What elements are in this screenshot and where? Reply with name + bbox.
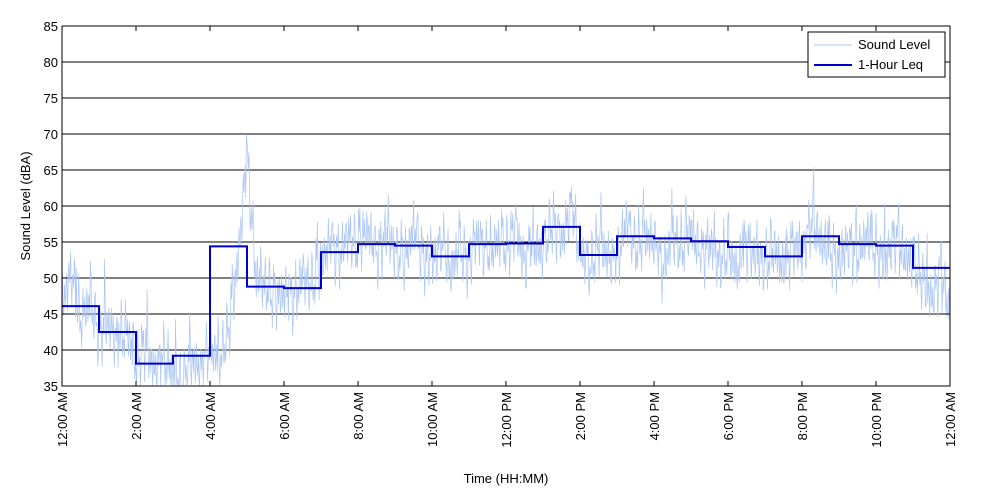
y-axis: 35 40 45 50 55 60 65 70 75 80 85: [44, 19, 950, 394]
series-1-hour-leq-line: [62, 225, 950, 365]
y-tick-label: 35: [44, 379, 58, 394]
y-tick-label: 85: [44, 19, 58, 34]
x-tick-label: 12:00 AM: [55, 392, 70, 447]
y-tick-label: 70: [44, 127, 58, 142]
x-tick-label: 2:00 AM: [129, 392, 144, 440]
legend-entry-1-hour-leq: 1-Hour Leq: [858, 57, 923, 72]
y-tick-label: 50: [44, 271, 58, 286]
x-tick-label: 12:00 AM: [943, 392, 958, 447]
x-tick-label: 8:00 AM: [351, 392, 366, 440]
y-tick-label: 55: [44, 235, 58, 250]
x-axis-label: Time (HH:MM): [464, 471, 549, 486]
y-axis-label: Sound Level (dBA): [18, 151, 33, 260]
x-tick-label: 6:00 AM: [277, 392, 292, 440]
x-tick-label: 8:00 PM: [795, 392, 810, 440]
y-tick-label: 45: [44, 307, 58, 322]
legend-box: [807, 31, 946, 78]
y-tick-label: 65: [44, 163, 58, 178]
y-tick-label: 60: [44, 199, 58, 214]
x-axis: 12:00 AM 2:00 AM 4:00 AM 6:00 AM 8:00 AM 10:0…: [55, 26, 958, 448]
plot-area: [61, 134, 951, 387]
x-tick-label: 10:00 PM: [869, 392, 884, 448]
x-tick-label: 4:00 AM: [203, 392, 218, 440]
x-tick-label: 4:00 PM: [647, 392, 662, 440]
legend: Sound Level 1-Hour Leq: [807, 31, 946, 78]
y-tick-label: 80: [44, 55, 58, 70]
legend-entry-sound-level: Sound Level: [858, 37, 930, 52]
x-tick-label: 10:00 AM: [425, 392, 440, 447]
x-tick-label: 6:00 PM: [721, 392, 736, 440]
x-tick-label: 12:00 PM: [499, 392, 514, 448]
y-tick-label: 40: [44, 343, 58, 358]
y-tick-label: 75: [44, 91, 58, 106]
x-tick-label: 2:00 PM: [573, 392, 588, 440]
